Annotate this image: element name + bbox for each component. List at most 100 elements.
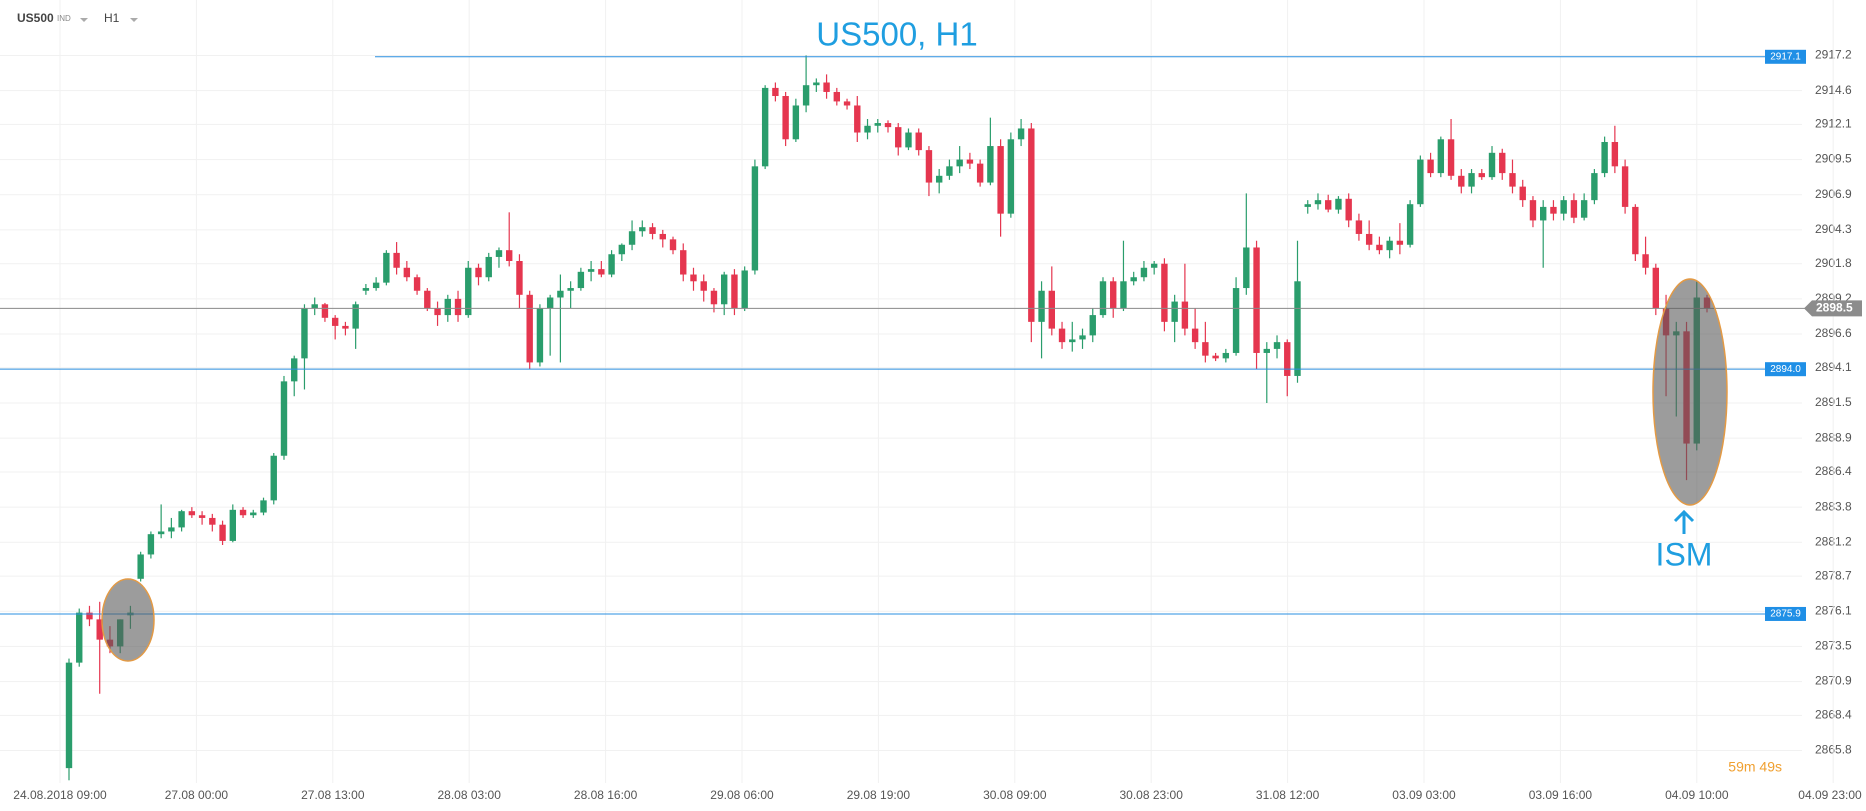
candle-body xyxy=(1601,141,1608,174)
candle-body xyxy=(454,298,462,316)
candle-body xyxy=(659,233,666,240)
candle-body xyxy=(1509,173,1516,187)
x-tick-label: 29.08 06:00 xyxy=(710,788,774,802)
candle-body xyxy=(649,227,656,234)
timeframe[interactable]: H1 xyxy=(104,11,120,25)
x-tick-label: 04.09 23:00 xyxy=(1798,788,1862,802)
candle-body xyxy=(1079,335,1086,340)
candle-body xyxy=(813,82,820,86)
candle-body xyxy=(1519,186,1526,201)
candle-body xyxy=(1417,159,1424,205)
x-tick-label: 27.08 13:00 xyxy=(301,788,365,802)
candle-body xyxy=(1591,173,1598,201)
candle-body xyxy=(802,85,810,106)
candle-body xyxy=(608,254,615,275)
candle-body xyxy=(1304,204,1311,207)
candle-body xyxy=(1284,342,1291,376)
candle-body xyxy=(710,290,718,305)
candle-body xyxy=(1028,128,1035,322)
highlight-ellipse xyxy=(101,578,155,662)
level-label: 2875.9 xyxy=(1770,609,1801,620)
candle-body xyxy=(352,304,359,329)
candle-body xyxy=(260,500,267,513)
x-tick-label: 29.08 19:00 xyxy=(847,788,911,802)
candle-body xyxy=(342,325,349,329)
x-tick-label: 30.08 09:00 xyxy=(983,788,1047,802)
candle-body xyxy=(372,282,380,289)
candle-body xyxy=(280,381,288,456)
candle-body xyxy=(925,150,933,183)
candle-body xyxy=(137,554,144,579)
candle-body xyxy=(966,159,974,164)
candle-body xyxy=(1099,281,1107,316)
candle-body xyxy=(884,123,892,128)
candle-body xyxy=(1345,198,1352,221)
candle-body xyxy=(444,298,451,316)
candle-body xyxy=(1273,342,1281,349)
level-label-box xyxy=(1765,49,1806,64)
highlight-ellipse xyxy=(1652,278,1728,506)
candle-body xyxy=(1110,281,1117,309)
dropdown-caret[interactable] xyxy=(130,18,138,22)
candle-body xyxy=(997,146,1004,214)
candle-body xyxy=(291,358,298,382)
candle-body xyxy=(935,175,943,183)
candle-body xyxy=(1069,339,1076,343)
candle-body xyxy=(1017,128,1025,140)
candle-body xyxy=(1632,206,1639,255)
x-tick-label: 28.08 16:00 xyxy=(574,788,638,802)
candle-body xyxy=(956,159,963,167)
current-price-box xyxy=(1804,300,1862,317)
candle-body xyxy=(86,612,93,620)
candle-body xyxy=(1458,175,1465,187)
candle-body xyxy=(1232,288,1240,353)
candle-body xyxy=(1325,200,1332,210)
candle-body xyxy=(751,166,759,271)
candle-body xyxy=(1447,139,1455,176)
candle-body xyxy=(495,250,503,257)
candle-body xyxy=(761,87,769,167)
x-tick-label: 04.09 10:00 xyxy=(1665,788,1729,802)
candle-body xyxy=(65,662,73,769)
candle-body xyxy=(618,244,626,255)
level-label: 2894.0 xyxy=(1770,364,1801,375)
candle-body xyxy=(1120,281,1127,309)
candle-body xyxy=(1058,328,1066,343)
candle-body xyxy=(905,132,912,148)
candle-body xyxy=(1202,342,1209,356)
current-price-label: 2898.5 xyxy=(1816,301,1853,315)
level-label: 2917.1 xyxy=(1770,51,1801,62)
candle-body xyxy=(1007,139,1015,214)
candle-body xyxy=(526,294,533,363)
candle-body xyxy=(1294,281,1301,376)
candle-body xyxy=(178,511,185,528)
symbol[interactable]: US500 xyxy=(17,11,54,25)
candle-body xyxy=(700,281,707,291)
candle-body xyxy=(577,271,585,289)
candle-body xyxy=(1437,139,1445,174)
candle-body xyxy=(823,82,830,92)
dropdown-caret[interactable] xyxy=(80,18,88,22)
level-label-box xyxy=(1765,606,1806,621)
x-tick-label: 28.08 03:00 xyxy=(437,788,501,802)
candle-body xyxy=(393,252,400,268)
candle-body xyxy=(1570,200,1578,218)
candle-body xyxy=(1580,200,1588,218)
candle-body xyxy=(976,163,984,183)
candle-body xyxy=(1560,200,1567,214)
candle-body xyxy=(1130,277,1137,282)
candle-body xyxy=(270,455,277,501)
chart-title: US500, H1 xyxy=(816,16,977,53)
candle-body xyxy=(680,250,687,275)
candle-body xyxy=(1171,301,1178,322)
candle-body xyxy=(1355,220,1363,234)
candle-body xyxy=(1263,348,1270,353)
candle-body xyxy=(1314,200,1322,205)
candle-body xyxy=(1396,240,1404,245)
candle-body xyxy=(1365,233,1373,245)
candle-body xyxy=(567,288,574,291)
candle-body xyxy=(516,261,523,295)
